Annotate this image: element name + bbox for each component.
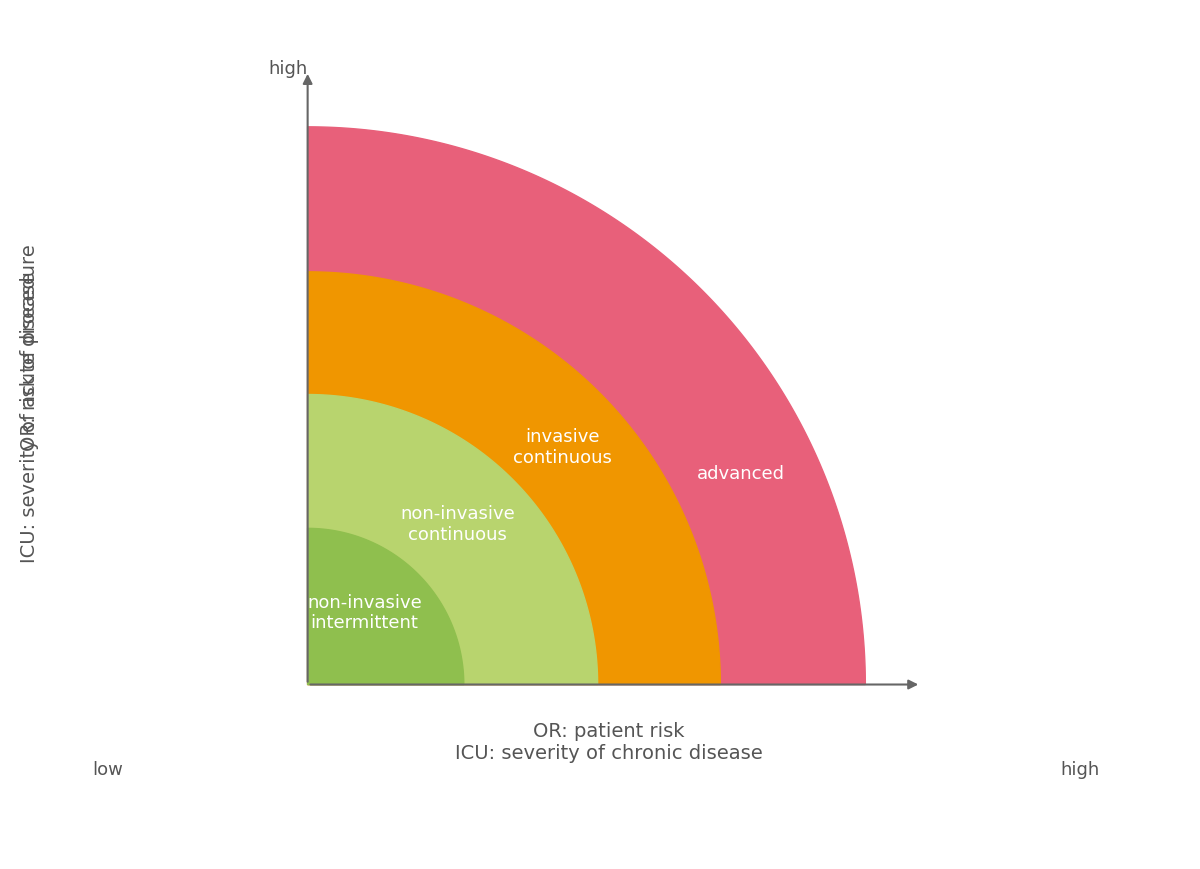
Polygon shape <box>307 128 865 685</box>
Text: high: high <box>1061 760 1099 778</box>
Polygon shape <box>307 528 463 685</box>
Text: low: low <box>92 760 124 778</box>
Text: ICU: severity of chronic disease: ICU: severity of chronic disease <box>455 743 763 762</box>
Text: OR: patient risk: OR: patient risk <box>533 721 684 740</box>
Text: high: high <box>269 60 307 77</box>
Text: invasive
continuous: invasive continuous <box>514 428 612 467</box>
Polygon shape <box>307 273 720 685</box>
Text: non-invasive
continuous: non-invasive continuous <box>401 504 515 543</box>
Polygon shape <box>307 395 598 685</box>
Text: ICU: severity of acute disease: ICU: severity of acute disease <box>20 272 40 562</box>
Text: OR: risk of procedure: OR: risk of procedure <box>20 244 40 451</box>
Text: non-invasive
intermittent: non-invasive intermittent <box>307 593 421 632</box>
Text: advanced: advanced <box>697 465 785 482</box>
